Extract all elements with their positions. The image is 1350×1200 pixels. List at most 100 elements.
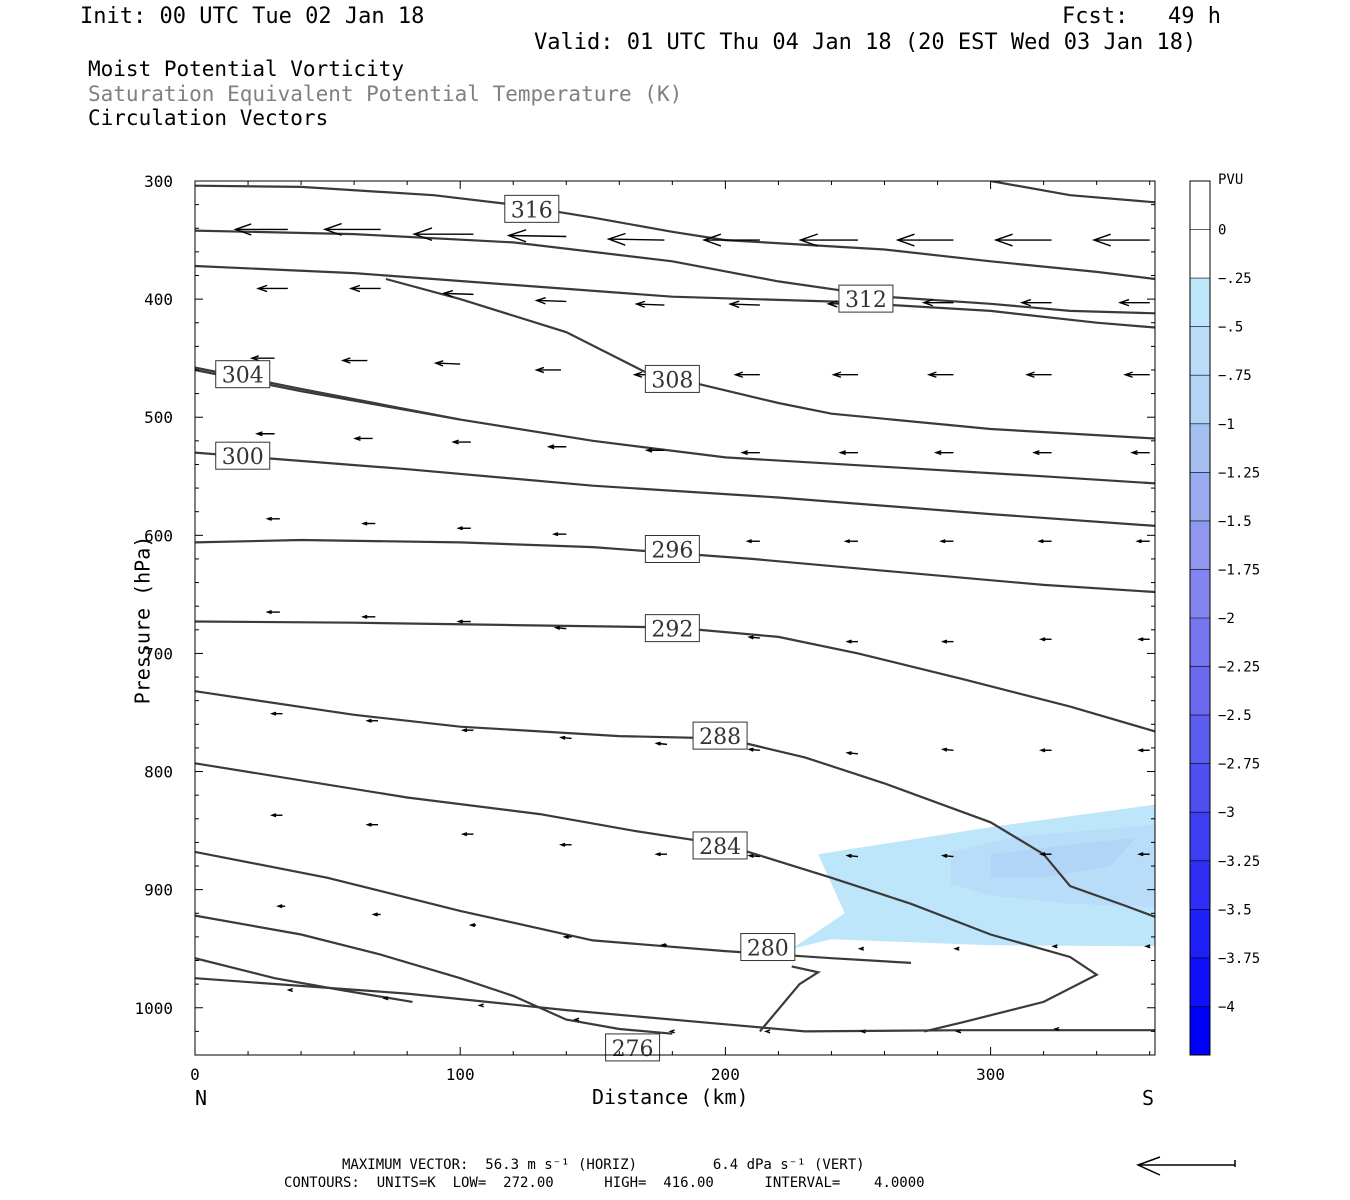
vector-10 (256, 284, 288, 293)
vector-32 (451, 439, 471, 445)
vector-82 (468, 923, 477, 928)
vector-head-41 (361, 521, 368, 526)
vector-head-25 (733, 371, 744, 378)
vector-40 (265, 516, 280, 521)
colorbar-segment-13 (1190, 812, 1210, 862)
colorbar-label-2: −.5 (1218, 320, 1243, 336)
vector-head-82 (468, 923, 476, 928)
vector-head-33 (546, 444, 555, 450)
vector-9 (1091, 233, 1150, 247)
vector-78 (1039, 852, 1052, 857)
vector-head-15 (728, 300, 740, 309)
vector-57 (940, 639, 954, 644)
vector-head-92 (477, 1003, 484, 1008)
colorbar-label-12: −3 (1218, 805, 1235, 821)
vector-75 (747, 853, 760, 858)
vector-15 (728, 300, 760, 309)
vector-65 (747, 747, 760, 752)
theta-contour-13 (195, 850, 912, 964)
colorbar-label-0: 0 (1218, 223, 1226, 239)
vector-63 (559, 735, 572, 740)
valid-time: Valid: 01 UTC Thu 04 Jan 18 (20 EST Wed … (534, 30, 1197, 55)
vector-head-47 (939, 539, 946, 544)
vector-97 (954, 1029, 962, 1034)
vector-12 (441, 289, 474, 298)
theta-contour-12 (195, 762, 1099, 1033)
vector-73 (559, 842, 572, 847)
contour-label-280: 280 (747, 937, 789, 962)
vector-head-37 (933, 450, 942, 456)
vector-50 (265, 610, 280, 615)
reference-vector (1136, 1156, 1236, 1176)
contour-label-288: 288 (699, 725, 741, 750)
vector-84 (659, 943, 668, 948)
contour-label-300: 300 (222, 445, 264, 470)
vector-head-84 (659, 943, 667, 948)
contour-label-box-300 (215, 441, 271, 470)
vector-head-51 (361, 614, 368, 619)
contour-label-box-296 (644, 534, 700, 563)
vector-head-32 (451, 439, 459, 445)
y-tick-label-700: 700 (144, 644, 173, 663)
max-vector-info: MAXIMUM VECTOR: 56.3 m s⁻¹ (HORIZ) 6.4 d… (342, 1157, 865, 1173)
vector-6 (798, 233, 858, 247)
vector-head-35 (740, 450, 748, 456)
vector-33 (546, 444, 567, 450)
vector-70 (269, 813, 283, 818)
vector-head-30 (255, 431, 263, 437)
vector-head-9 (1091, 233, 1111, 247)
vector-90 (286, 987, 293, 993)
vector-head-26 (831, 371, 842, 378)
vector-5 (702, 233, 760, 247)
vector-head-75 (747, 853, 754, 858)
circulation-vectors (233, 222, 1151, 1034)
vector-49 (1135, 539, 1150, 544)
colorbar-label-5: −1.25 (1218, 465, 1260, 481)
vector-26 (831, 371, 858, 378)
vector-48 (1037, 539, 1052, 544)
vector-head-42 (456, 526, 463, 531)
vector-head-83 (562, 934, 569, 939)
vector-head-6 (798, 233, 819, 247)
vector-head-7 (895, 233, 915, 247)
vector-head-88 (1051, 944, 1058, 949)
vector-4 (606, 232, 665, 246)
vector-head-62 (460, 728, 468, 733)
colorbar-segment-6 (1190, 472, 1210, 522)
vector-93 (573, 1017, 580, 1022)
vector-77 (940, 853, 954, 858)
vector-38 (1032, 450, 1052, 456)
y-tick-label-400: 400 (144, 290, 173, 309)
vector-46 (843, 539, 858, 544)
contour-label-box-292 (644, 614, 700, 643)
vector-head-5 (702, 233, 722, 247)
vector-head-71 (365, 822, 372, 827)
theta-contour-8 (195, 451, 1155, 527)
vector-head-18 (1019, 298, 1032, 307)
colorbar-label-1: −.25 (1218, 271, 1252, 287)
vector-68 (1039, 748, 1052, 753)
vector-11 (348, 284, 381, 293)
vector-head-68 (1039, 748, 1046, 753)
theta-contour-4 (195, 264, 1155, 329)
vector-head-10 (256, 284, 268, 293)
vector-head-73 (559, 842, 566, 847)
vector-89 (1144, 944, 1151, 949)
x-end-north: N (195, 1086, 208, 1110)
pv-region-4 (672, 1046, 819, 1055)
vector-head-45 (745, 539, 752, 544)
vector-64 (654, 741, 668, 746)
vector-head-69 (1137, 748, 1144, 753)
colorbar-label-16: −4 (1218, 999, 1235, 1015)
vector-head-59 (1137, 637, 1144, 642)
vector-52 (456, 619, 471, 624)
contour-label-box-304 (215, 360, 271, 389)
reference-vector-head (1136, 1156, 1161, 1176)
field-title-vectors: Circulation Vectors (88, 106, 329, 130)
vector-37 (933, 450, 954, 456)
vector-head-8 (993, 233, 1013, 247)
vector-51 (361, 614, 376, 619)
vector-shaft-4 (608, 238, 665, 241)
vector-34 (644, 447, 665, 453)
vector-head-95 (763, 1029, 771, 1034)
